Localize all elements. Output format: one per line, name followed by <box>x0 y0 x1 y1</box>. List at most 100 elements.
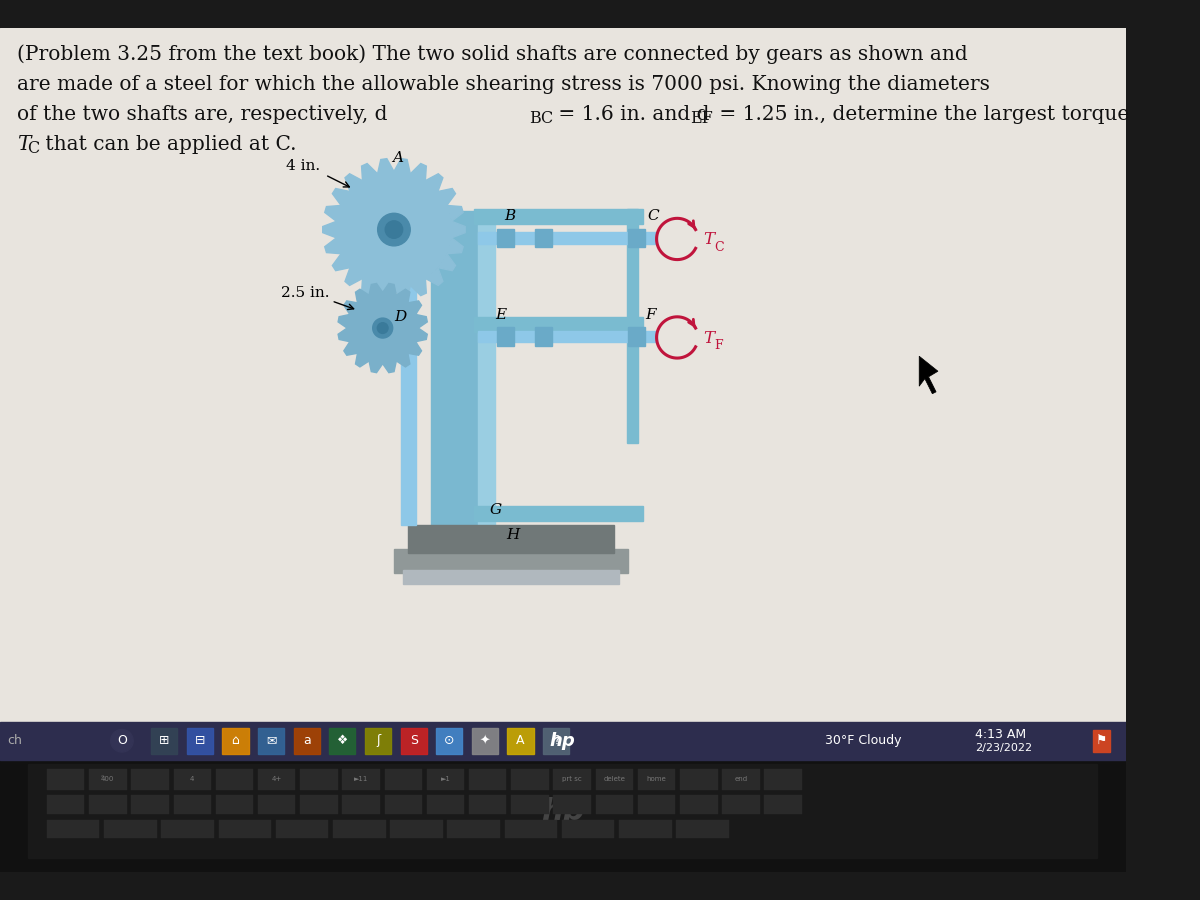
Text: ⊞: ⊞ <box>158 734 169 747</box>
Polygon shape <box>344 174 362 192</box>
Bar <box>544 727 569 754</box>
Text: ʃ: ʃ <box>376 734 380 747</box>
Text: C: C <box>28 140 40 157</box>
Bar <box>553 796 590 814</box>
Text: = 1.25 in., determine the largest torque: = 1.25 in., determine the largest torque <box>713 104 1129 124</box>
Polygon shape <box>344 267 362 285</box>
Circle shape <box>110 730 133 752</box>
Polygon shape <box>370 361 383 373</box>
Text: of the two shafts are, respectively, d: of the two shafts are, respectively, d <box>17 104 388 124</box>
Bar <box>258 769 295 789</box>
Bar <box>390 820 443 838</box>
Text: F: F <box>715 339 724 352</box>
Polygon shape <box>394 285 410 301</box>
Circle shape <box>378 213 410 246</box>
Polygon shape <box>361 164 378 181</box>
Bar <box>0 722 1126 760</box>
Polygon shape <box>410 164 426 181</box>
Bar <box>479 331 656 342</box>
Bar <box>408 525 614 554</box>
Text: EF: EF <box>690 110 713 127</box>
Polygon shape <box>325 238 341 254</box>
Bar <box>365 727 391 754</box>
Polygon shape <box>361 278 378 295</box>
Bar <box>427 769 464 789</box>
Bar <box>218 820 271 838</box>
Circle shape <box>336 171 452 288</box>
Text: BC: BC <box>529 110 553 127</box>
Bar <box>469 769 506 789</box>
Bar <box>151 727 178 754</box>
Bar <box>436 727 462 754</box>
Polygon shape <box>355 289 370 303</box>
Text: ?: ? <box>553 734 559 747</box>
Polygon shape <box>451 221 466 238</box>
Text: delete: delete <box>604 776 625 782</box>
Bar <box>535 327 552 346</box>
Text: home: home <box>647 776 666 782</box>
Circle shape <box>385 220 403 238</box>
Text: D: D <box>394 310 406 324</box>
Polygon shape <box>344 301 358 314</box>
Bar <box>427 796 464 814</box>
Polygon shape <box>332 254 350 271</box>
Text: = 1.6 in. and d: = 1.6 in. and d <box>552 104 709 124</box>
Bar <box>595 796 634 814</box>
Text: O: O <box>116 734 127 747</box>
Bar <box>553 769 590 789</box>
Text: 4:13 AM: 4:13 AM <box>976 728 1027 741</box>
Polygon shape <box>410 278 426 295</box>
Bar <box>28 764 1098 858</box>
Bar <box>89 796 127 814</box>
Bar <box>626 209 638 444</box>
Bar <box>505 820 557 838</box>
Text: 4: 4 <box>190 776 194 782</box>
Text: E: E <box>496 308 506 321</box>
Bar <box>174 769 211 789</box>
Bar <box>535 229 552 248</box>
Text: prt sc: prt sc <box>563 776 582 782</box>
Text: ⊙: ⊙ <box>444 734 455 747</box>
Bar <box>187 727 212 754</box>
Bar <box>131 769 169 789</box>
Text: ✉: ✉ <box>266 734 276 747</box>
Text: ⊟: ⊟ <box>194 734 205 747</box>
Polygon shape <box>370 284 383 295</box>
Polygon shape <box>415 314 427 328</box>
Bar <box>89 769 127 789</box>
Text: A: A <box>516 734 524 747</box>
Bar <box>680 796 718 814</box>
Bar <box>619 820 672 838</box>
Text: 2/23/2022: 2/23/2022 <box>976 743 1033 753</box>
Bar <box>216 769 253 789</box>
Text: 4+: 4+ <box>271 776 282 782</box>
Polygon shape <box>438 254 456 271</box>
Bar <box>403 570 619 584</box>
Polygon shape <box>438 188 456 205</box>
Polygon shape <box>396 354 410 367</box>
Bar <box>401 727 427 754</box>
Bar <box>332 820 385 838</box>
Polygon shape <box>446 205 463 221</box>
Bar <box>394 549 629 573</box>
Bar <box>511 796 548 814</box>
Text: ch: ch <box>7 734 23 747</box>
Bar <box>562 820 614 838</box>
Polygon shape <box>332 188 350 205</box>
Bar <box>47 769 84 789</box>
Bar <box>448 820 500 838</box>
Polygon shape <box>425 174 443 192</box>
Bar <box>0 28 1126 760</box>
Bar <box>276 820 329 838</box>
Polygon shape <box>396 289 410 303</box>
Bar <box>1093 730 1110 752</box>
Circle shape <box>373 318 392 338</box>
Polygon shape <box>394 158 410 174</box>
Bar <box>216 796 253 814</box>
Bar <box>401 220 415 525</box>
Text: ❖: ❖ <box>337 734 348 747</box>
Bar <box>680 769 718 789</box>
Text: end: end <box>734 776 748 782</box>
Bar <box>629 229 646 248</box>
Bar <box>131 796 169 814</box>
